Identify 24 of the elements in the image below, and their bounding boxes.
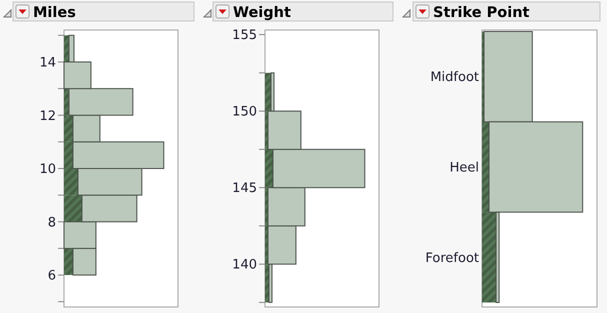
bar (482, 212, 496, 302)
y-tick-label: 12 (39, 108, 56, 124)
y-tick-label: 145 (232, 181, 257, 196)
y-tick-label: Forefoot (425, 250, 479, 266)
y-tick-label: 10 (39, 162, 56, 178)
bar (64, 142, 73, 168)
y-tick-label: Midfoot (430, 70, 479, 86)
chart-title: Strike Point (433, 5, 530, 21)
bar (265, 149, 273, 188)
y-tick-label: 8 (48, 215, 56, 230)
chart-title: Weight (233, 5, 291, 21)
bar (265, 72, 271, 112)
y-tick-label: 155 (232, 28, 257, 44)
chart-title: Miles (33, 5, 76, 21)
y-tick-label: Heel (450, 160, 479, 176)
y-tick-label: 6 (48, 268, 56, 284)
y-tick-label: 140 (232, 258, 257, 273)
bar (64, 195, 82, 222)
y-tick-label: 14 (39, 56, 56, 71)
bar (64, 168, 78, 196)
bar (482, 122, 490, 212)
bar (64, 115, 73, 142)
y-tick-label: 150 (232, 104, 257, 120)
bar (64, 248, 73, 276)
